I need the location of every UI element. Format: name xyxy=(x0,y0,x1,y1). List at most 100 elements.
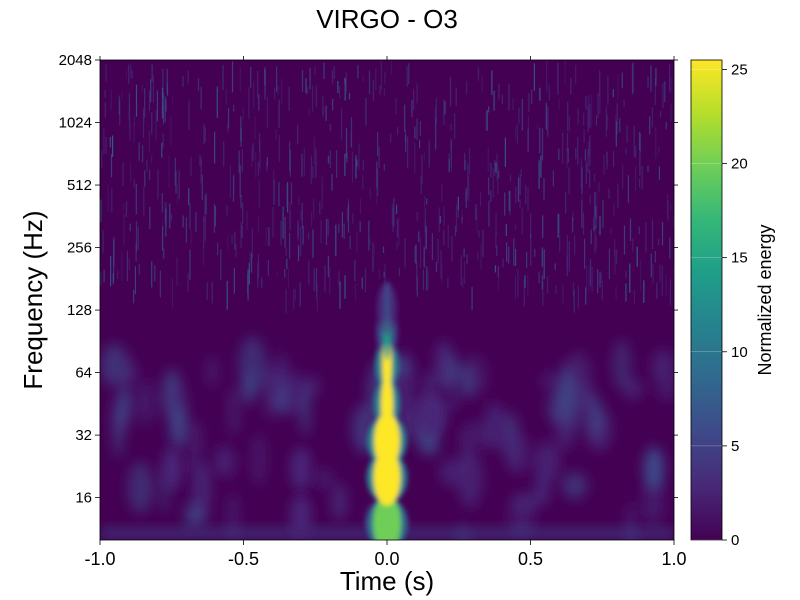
noise-streak xyxy=(660,111,662,118)
diffuse-blob xyxy=(100,344,129,387)
noise-streak xyxy=(621,72,623,89)
noise-streak xyxy=(669,237,671,259)
noise-streak xyxy=(261,277,263,288)
noise-streak xyxy=(664,81,666,103)
noise-streak xyxy=(226,280,228,310)
noise-streak xyxy=(466,254,468,264)
noise-streak xyxy=(515,186,517,203)
noise-streak xyxy=(204,127,206,142)
noise-streak xyxy=(426,266,428,291)
noise-streak xyxy=(555,285,557,294)
noise-streak xyxy=(398,217,400,245)
noise-streak xyxy=(639,151,641,176)
noise-streak xyxy=(419,121,421,136)
energy-blob xyxy=(161,446,182,491)
noise-streak xyxy=(461,209,463,220)
noise-streak xyxy=(112,273,114,285)
noise-streak xyxy=(227,108,230,129)
noise-streak xyxy=(130,161,132,183)
noise-streak xyxy=(545,102,547,130)
noise-streak xyxy=(596,190,598,220)
noise-streak xyxy=(324,265,326,292)
noise-streak xyxy=(257,71,259,98)
noise-streak xyxy=(434,106,436,134)
noise-streak xyxy=(454,226,457,237)
noise-streak xyxy=(313,198,315,220)
noise-streak xyxy=(424,220,426,249)
noise-streak xyxy=(538,160,540,189)
noise-streak xyxy=(438,207,440,233)
noise-streak xyxy=(189,249,191,280)
diffuse-blob xyxy=(541,371,561,393)
noise-streak xyxy=(138,142,140,161)
noise-streak xyxy=(424,207,426,233)
noise-streak xyxy=(266,161,268,172)
noise-streak xyxy=(216,86,218,118)
y-tick-label: 1024 xyxy=(59,115,92,132)
x-tick-label: -1.0 xyxy=(84,549,115,569)
noise-streak xyxy=(581,167,583,195)
noise-streak xyxy=(188,188,190,206)
noise-streak xyxy=(369,238,371,245)
noise-streak xyxy=(246,211,248,230)
noise-streak xyxy=(542,215,544,238)
noise-streak xyxy=(182,75,184,87)
noise-streak xyxy=(241,148,243,173)
noise-streak xyxy=(275,129,277,140)
noise-streak xyxy=(658,166,660,180)
noise-streak xyxy=(159,270,161,298)
noise-streak xyxy=(170,213,172,221)
noise-streak xyxy=(200,158,202,184)
noise-streak xyxy=(541,275,543,290)
noise-streak xyxy=(632,62,634,94)
noise-streak xyxy=(187,272,189,293)
noise-streak xyxy=(372,241,374,273)
noise-streak xyxy=(335,224,337,257)
noise-streak xyxy=(185,217,187,243)
noise-streak xyxy=(481,75,483,94)
noise-streak xyxy=(437,238,439,264)
noise-streak xyxy=(135,84,138,117)
noise-streak xyxy=(379,85,381,96)
noise-streak xyxy=(584,149,586,161)
noise-streak xyxy=(378,269,380,280)
noise-streak xyxy=(517,268,519,298)
diffuse-blob xyxy=(613,340,631,389)
noise-streak xyxy=(288,87,290,111)
noise-streak xyxy=(518,107,520,124)
noise-streak xyxy=(639,178,641,188)
noise-streak xyxy=(584,238,586,269)
noise-streak xyxy=(650,253,652,278)
noise-streak xyxy=(227,235,229,250)
noise-streak xyxy=(169,203,171,229)
noise-streak xyxy=(546,60,548,92)
noise-streak xyxy=(512,98,514,110)
chirp-core xyxy=(380,376,394,433)
noise-streak xyxy=(259,141,261,169)
noise-streak xyxy=(457,210,459,218)
noise-streak xyxy=(350,117,353,148)
noise-streak xyxy=(373,243,375,255)
energy-blob xyxy=(290,494,311,539)
noise-streak xyxy=(585,161,587,184)
noise-streak xyxy=(171,278,174,309)
noise-streak xyxy=(249,251,251,263)
noise-streak xyxy=(517,177,520,202)
x-axis-label: Time (s) xyxy=(340,566,434,596)
noise-streak xyxy=(404,104,406,132)
noise-streak xyxy=(213,203,215,233)
y-tick-label: 2048 xyxy=(59,52,92,69)
noise-streak xyxy=(414,126,416,139)
noise-streak xyxy=(356,231,358,255)
noise-streak xyxy=(276,66,278,92)
noise-streak xyxy=(416,262,418,291)
noise-streak xyxy=(284,216,286,248)
noise-streak xyxy=(496,245,498,257)
colorbar-tick-label: 20 xyxy=(731,156,748,173)
noise-streak xyxy=(495,162,497,173)
diffuse-blob xyxy=(511,492,539,511)
noise-streak xyxy=(435,97,437,124)
noise-streak xyxy=(419,139,421,149)
noise-streak xyxy=(327,255,329,278)
noise-streak xyxy=(242,108,244,121)
